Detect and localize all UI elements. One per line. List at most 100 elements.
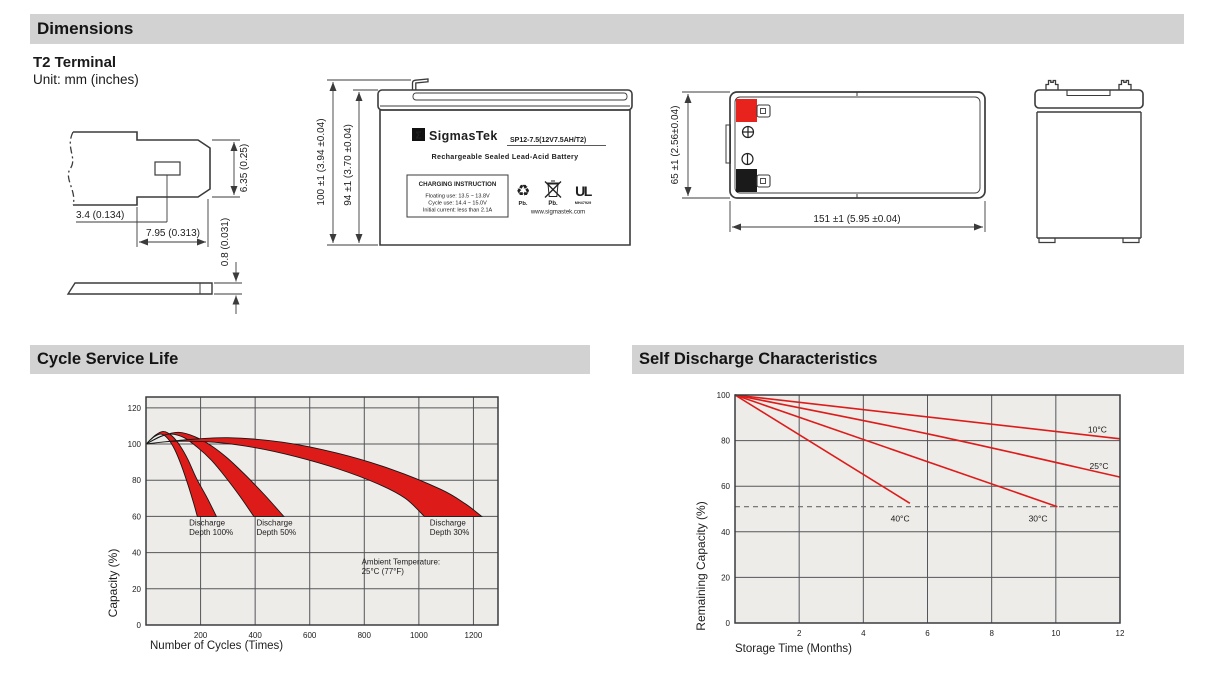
annotation: Ambient Temperature:25°C (77°F) (362, 557, 441, 576)
self-discharge-chart: 10°C 25°C 30°C 40°C 0 20 40 60 80 100 2 4 6 8 10 12 Stor… (694, 391, 1125, 655)
recycle-icon: ♻ (516, 183, 530, 200)
x-tick-label: 2 (797, 629, 802, 638)
ul-file-number: MH47929 (575, 201, 591, 205)
y-tick-label: 60 (721, 482, 730, 491)
x-tick-label: 400 (248, 631, 262, 640)
series-label: 30°C (1029, 514, 1048, 524)
svg-text:Discharge: Discharge (257, 518, 294, 527)
battery-label: Σ SigmasTek SP12-7.5(12V7.5AH/T2) Rechar… (406, 128, 606, 218)
lid-recess (1066, 90, 1111, 97)
x-tick-label: 6 (925, 629, 930, 638)
x-axis-title: Number of Cycles (Times) (150, 640, 283, 652)
y-tick-label: 120 (128, 404, 142, 413)
dim-blade-width: 6.35 (0.25) (239, 144, 250, 192)
logo-sigma-icon: Σ (415, 131, 421, 142)
series-line-3 (734, 394, 1058, 508)
plot-border (145, 396, 499, 626)
series-line-2 (734, 394, 1121, 478)
svg-text:Discharge: Discharge (430, 518, 467, 527)
x-tick-label: 8 (989, 629, 994, 638)
y-tick-label: 40 (132, 549, 141, 558)
x-tick-label: 4 (861, 629, 866, 638)
pb-trash-label: Pb. (548, 201, 558, 207)
y-tick-label: 0 (137, 621, 142, 630)
charging-line-2: Cycle use: 14.4 ~ 15.0V (428, 201, 487, 207)
terminal-detail-drawing: 3.4 (0.134) 7.95 (0.313) 6.35 (0.25) 0.8… (66, 131, 250, 314)
svg-text:Depth 100%: Depth 100% (189, 528, 233, 537)
x-axis-title: Storage Time (Months) (735, 643, 852, 655)
y-tick-label: 20 (132, 585, 141, 594)
dim-depth: 65 ±1 (2.56±0.04) (670, 106, 681, 185)
charging-line-1: Floating use: 13.5 ~ 13.8V (425, 194, 490, 200)
y-tick-label: 60 (132, 512, 141, 521)
y-tick-label: 40 (721, 528, 730, 537)
y-tick-label: 20 (721, 573, 730, 582)
pb-recycle-label: Pb. (518, 201, 527, 207)
vent-tab (411, 78, 429, 90)
terminal-type-label: T2 Terminal (33, 54, 117, 71)
x-tick-label: 12 (1116, 629, 1125, 638)
dim-hole-offset: 3.4 (0.134) (76, 210, 124, 221)
y-axis-title: Capacity (%) (106, 549, 120, 618)
series-label: 25°C (1090, 461, 1109, 471)
y-tick-label: 80 (721, 437, 730, 446)
y-axis-title: Remaining Capacity (%) (694, 501, 708, 630)
dim-blade-length: 7.95 (0.313) (146, 228, 200, 239)
model-number: SP12-7.5(12V7.5AH/T2) (510, 137, 586, 144)
svg-text:Depth 30%: Depth 30% (430, 528, 470, 537)
battery-type-line: Rechargeable Sealed Lead-Acid Battery (432, 152, 579, 161)
x-tick-label: 1000 (410, 631, 428, 640)
terminal-outline (66, 131, 213, 295)
case-outline (725, 91, 986, 199)
section-header-cycle-service-life: Cycle Service Life (30, 345, 590, 374)
tick-labels: 0 20 40 60 80 100 120 200 400 600 800 1000 1200 (128, 404, 483, 640)
dim-total-height: 100 ±1 (3.94 ±0.04) (316, 118, 327, 205)
terminal-left (1045, 79, 1059, 90)
series-line-4 (734, 394, 911, 504)
plus-symbol-icon (741, 125, 755, 139)
x-tick-label: 200 (194, 631, 208, 640)
battery-side-view (1034, 79, 1144, 244)
x-tick-label: 800 (358, 631, 372, 640)
series-label: 40°C (891, 514, 910, 524)
charging-instruction-box (406, 174, 509, 218)
section-header-dimensions: Dimensions (30, 14, 1184, 44)
terminal-hole (154, 161, 181, 176)
dim-case-height: 94 ±1 (3.70 ±0.04) (343, 124, 354, 206)
band-2 (145, 431, 285, 517)
series-label: 10°C (1088, 425, 1107, 435)
side-outline (1034, 79, 1144, 244)
terminal-right (1118, 79, 1132, 90)
section-header-self-discharge: Self Discharge Characteristics (632, 345, 1184, 374)
terminal-dimensions (76, 139, 242, 314)
unit-note: Unit: mm (inches) (33, 72, 139, 87)
battery-case (377, 78, 633, 246)
svg-text:Depth 50%: Depth 50% (257, 528, 297, 537)
svg-text:Discharge: Discharge (189, 518, 226, 527)
svg-text:25°C (77°F): 25°C (77°F) (362, 567, 405, 576)
band-3 (145, 437, 483, 517)
series-line-1 (734, 394, 1121, 440)
cycle-title: Cycle Service Life (37, 350, 179, 368)
feet (1038, 238, 1140, 244)
negative-terminal (736, 169, 771, 192)
top-view-dimensions (682, 91, 986, 232)
self-discharge-title: Self Discharge Characteristics (639, 350, 878, 368)
y-tick-label: 80 (132, 476, 141, 485)
x-tick-label: 1200 (465, 631, 483, 640)
battery-top-view: 65 ±1 (2.56±0.04) 151 ±1 (5.95 ±0.04) (670, 91, 986, 232)
ul-mark-icon: UL (575, 183, 593, 199)
x-tick-label: 10 (1051, 629, 1060, 638)
positive-terminal (736, 99, 771, 122)
website: www.sigmastek.com (530, 210, 585, 216)
dim-length: 151 ±1 (5.95 ±0.04) (813, 214, 900, 225)
height-dimensions (327, 79, 411, 246)
y-tick-label: 100 (128, 440, 142, 449)
minus-symbol-icon (741, 152, 754, 166)
battery-front-view: 100 ±1 (3.94 ±0.04) 94 ±1 (3.70 ±0.04) Σ… (316, 78, 633, 246)
plot-border (734, 394, 1121, 624)
